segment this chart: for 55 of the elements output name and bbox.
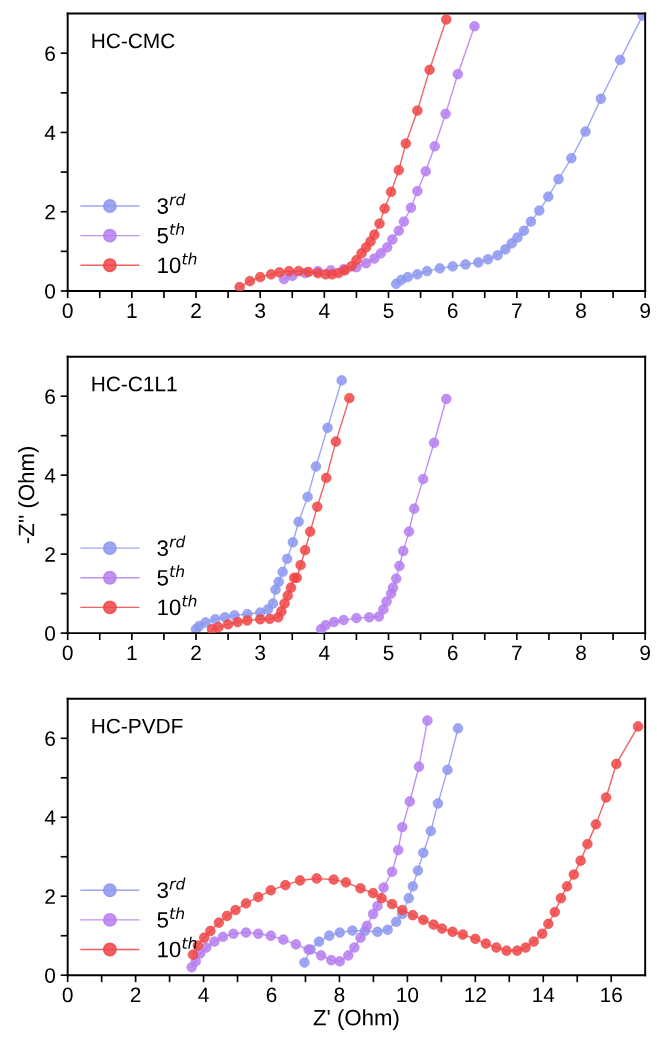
y-tick-label: 0 xyxy=(45,284,56,299)
text: HC-PVDF xyxy=(92,718,183,734)
legend-label: 3$^{rd}$ xyxy=(157,877,186,899)
x-tick-label: 2 xyxy=(191,645,201,660)
y-tick-label: 2 xyxy=(45,547,55,562)
x-tick-label: 3 xyxy=(255,303,266,319)
y-tick-label: 2 xyxy=(45,889,55,904)
x-tick-label: 6 xyxy=(447,303,458,319)
x-tick-label: 1 xyxy=(127,645,137,660)
y-tick-label: 0 xyxy=(45,626,56,641)
x-tick-label: 4 xyxy=(319,303,330,318)
y-tick-label: 4 xyxy=(44,468,56,483)
y-tick-label: 4 xyxy=(44,810,56,825)
y-tick-label: 2 xyxy=(45,204,55,220)
x-tick-label: 0 xyxy=(62,303,73,319)
legend-label: 3$^{rd}$ xyxy=(157,193,186,214)
x-tick-label: 5 xyxy=(383,645,394,661)
text: HC-CMC xyxy=(92,33,175,49)
x-tick-label: 2 xyxy=(191,303,201,318)
y-tick-label: 4 xyxy=(44,125,56,141)
x-tick-label: 6 xyxy=(447,645,458,661)
x-tick-label: 4 xyxy=(198,987,209,1003)
x-tick-label: 0 xyxy=(62,645,73,661)
x-tick-label: 8 xyxy=(576,645,586,661)
x-tick-label: 9 xyxy=(640,303,650,319)
x-tick-label: 3 xyxy=(255,645,266,661)
legend-label: 3$^{rd}$ xyxy=(157,535,186,557)
x-tick-label: 7 xyxy=(512,303,522,318)
y-tick-label: 0 xyxy=(45,968,56,983)
x-tick-label: 8 xyxy=(576,303,586,319)
x-tick-label: 7 xyxy=(512,645,522,660)
x-tick-label: 14 xyxy=(533,987,555,1003)
x-tick-label: 10 xyxy=(397,987,419,1003)
y-tick-label: 6 xyxy=(45,731,55,747)
x-tick-label: 12 xyxy=(465,987,486,1003)
legend-label: 5$^{th}$ xyxy=(157,565,185,586)
legend-label: 10$^{th}$ xyxy=(158,252,197,274)
y-tick-label: 6 xyxy=(45,389,55,404)
y-tick-label: 6 xyxy=(45,46,55,61)
x-axis-title: Z' (Ohm) xyxy=(313,1009,399,1030)
x-tick-label: 1 xyxy=(127,303,137,318)
text: HC-C1L1 xyxy=(92,376,177,392)
x-tick-label: 8 xyxy=(334,987,345,1003)
x-tick-label: 6 xyxy=(266,987,277,1003)
x-tick-label: 4 xyxy=(319,645,330,660)
x-tick-label: 2 xyxy=(130,987,141,1003)
y-axis-title: -Z'' (Ohm) xyxy=(18,446,39,544)
legend-label: 5$^{th}$ xyxy=(157,907,185,928)
legend-label: 5$^{th}$ xyxy=(157,223,185,244)
x-tick-label: 9 xyxy=(640,645,650,661)
legend-label: 10$^{th}$ xyxy=(158,936,197,958)
x-tick-label: 16 xyxy=(601,987,622,1003)
legend-label: 10$^{th}$ xyxy=(158,594,197,616)
x-tick-label: 5 xyxy=(383,303,394,319)
x-tick-label: 0 xyxy=(62,987,73,1003)
